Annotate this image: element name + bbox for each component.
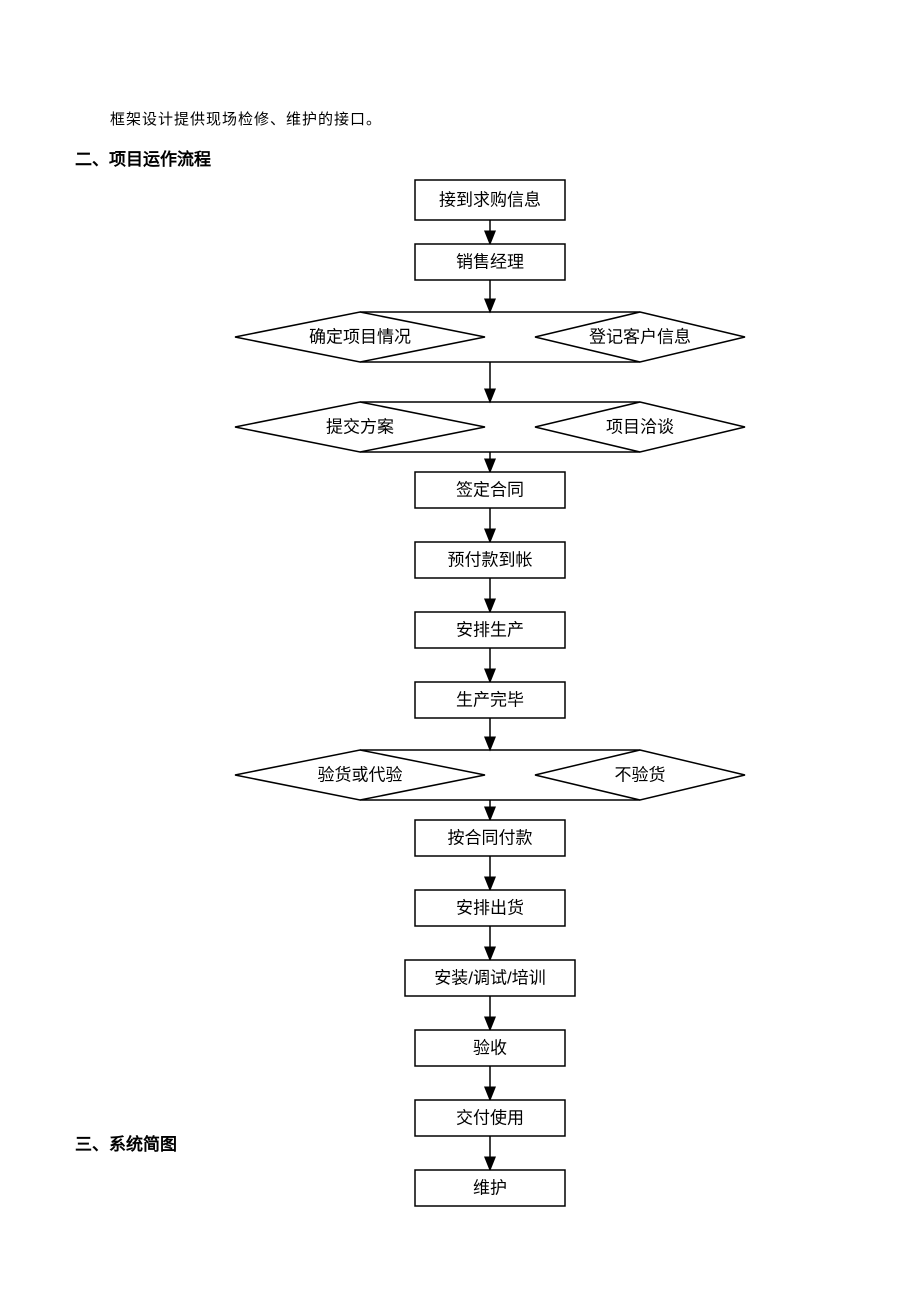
flow-node-n9a: 验货或代验 [318,765,403,784]
flow-node-n12: 安装/调试/培训 [434,968,545,987]
flow-node-n13: 验收 [473,1038,507,1057]
flow-node-n15: 维护 [473,1178,507,1197]
flow-node-n9b: 不验货 [615,765,666,784]
flow-node-n8: 生产完毕 [456,690,524,709]
flow-node-n7: 安排生产 [456,620,524,639]
flow-node-n6: 预付款到帐 [448,550,533,569]
flow-node-n3b: 登记客户信息 [589,327,691,346]
flow-node-n11: 安排出货 [456,898,524,917]
flowchart: 接到求购信息销售经理确定项目情况 登记客户信息提交方案 项目洽谈签定合同预付款到帐安… [0,0,920,1302]
flow-node-n5: 签定合同 [456,480,524,499]
flow-node-n4b: 项目洽谈 [606,417,674,436]
flow-node-n10: 按合同付款 [448,828,533,847]
flow-node-n1: 接到求购信息 [439,190,541,209]
page: 框架设计提供现场检修、维护的接口。 二、项目运作流程 三、系统简图 接到求购信息… [0,0,920,1302]
flow-node-n2: 销售经理 [456,252,524,271]
flow-node-n3a: 确定项目情况 [309,327,411,346]
flow-node-n4a: 提交方案 [326,417,394,436]
flow-node-n14: 交付使用 [456,1107,524,1127]
